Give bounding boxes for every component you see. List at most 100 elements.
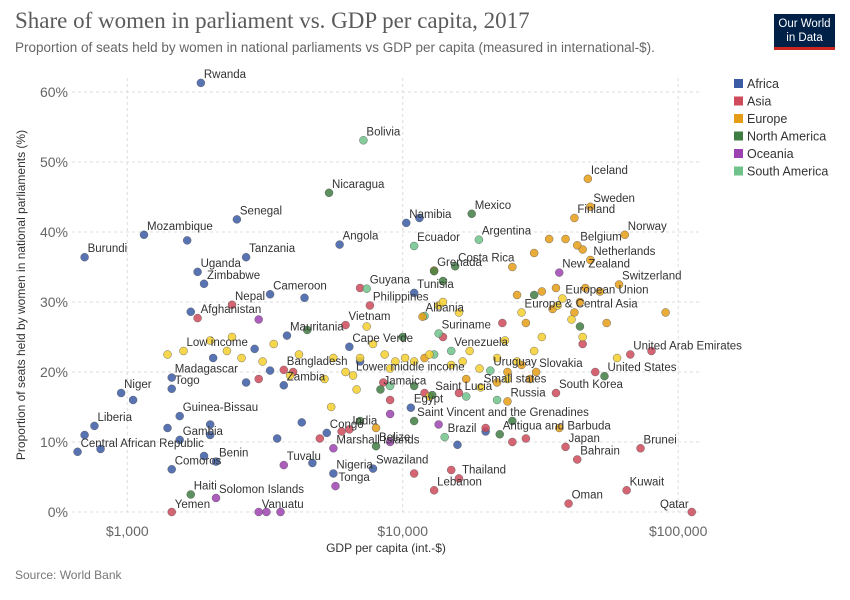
y-tick-label: 60% [40,84,68,100]
data-point [453,440,462,449]
data-point [481,423,490,433]
point-label: Thailand [462,464,506,476]
data-point-tonga [331,481,340,491]
point-label: Mexico [475,200,511,212]
data-point-tuvalu [279,460,288,470]
data-point-antigua-and-barbuda [495,430,504,439]
data-point-mexico [467,209,476,219]
data-point [602,318,611,328]
data-point [327,402,336,412]
data-point [551,283,561,293]
y-tick-label: 40% [40,224,68,240]
point-label: Guinea-Bissau [183,402,258,414]
point-label: Cameroon [273,280,327,292]
point-label: Qatar [660,499,689,511]
point-label: Madagascar [175,364,238,376]
point-label: Japan [569,433,600,445]
data-point [254,315,263,324]
chart-title: Share of women in parliament vs. GDP per… [15,8,530,33]
point-label: United Arab Emirates [633,341,742,353]
data-point-saint-vincent-and-the-grenadines [409,416,419,426]
data-point [500,336,510,345]
data-point [385,381,395,391]
data-point [237,353,246,363]
data-point [661,308,670,317]
point-label: Tanzania [249,243,296,255]
data-point [205,430,215,440]
data-point-madagascar [167,373,176,382]
data-point [454,308,464,317]
source-note[interactable]: Source: World Bank [15,568,122,582]
data-point [553,301,562,310]
data-point-senegal [232,215,242,224]
point-label: Solomon Islands [219,484,304,496]
point-label: Sweden [593,193,635,205]
data-point [415,213,424,223]
data-point-vietnam [341,320,350,330]
data-point-central-african-republic [73,447,82,456]
point-label: Angola [343,231,379,243]
data-point-costa-rica [450,262,460,271]
point-label: Vanuatu [262,499,304,511]
data-point-netherlands [586,255,595,265]
data-point [355,416,365,426]
point-label: Tuvalu [287,451,321,463]
data-point [492,353,502,363]
legend-swatch [734,79,743,88]
point-label: Finland [577,204,615,216]
data-point-zambia [279,381,288,390]
data-point-jamaica [376,385,385,394]
data-point [398,332,407,342]
data-point [272,434,282,443]
data-point [303,325,312,335]
data-point-burundi [80,253,89,262]
data-point [447,360,456,370]
owid-logo[interactable]: Our World in Data [774,14,835,50]
data-point [521,434,531,443]
data-point-oman [564,499,573,508]
point-label: Niger [124,379,152,391]
data-point [503,374,512,384]
data-point [371,423,381,433]
data-point [80,430,89,440]
point-label: Slovakia [539,358,583,370]
data-point [409,381,419,391]
data-point [297,418,306,427]
data-point [475,364,484,373]
data-point [465,346,474,356]
legend-swatch [734,166,743,176]
data-point-belgium [573,241,582,250]
point-label: Zimbabwe [207,270,260,282]
data-point [355,353,365,363]
point-label: Albania [426,303,465,315]
data-point-new-zealand [555,268,564,277]
point-label: Cape Verde [352,333,413,345]
data-point [182,236,192,245]
point-label: Togo [175,375,200,387]
data-point-india [345,425,354,434]
point-label: Burundi [88,243,128,255]
data-point [492,395,502,405]
point-label: European Union [565,285,648,297]
legend-label: Africa [747,77,779,91]
point-label: Kuwait [630,476,665,488]
data-point-russia [503,397,512,406]
data-point [368,339,378,349]
point-label: Russia [510,387,546,399]
data-point-marshall-islands [329,444,338,453]
data-point [555,423,564,433]
data-point-suriname [434,329,443,338]
point-label: Uganda [201,258,242,270]
y-axis-ticks: 0% 10% 20% 30% 40% 50% 60% [40,84,68,520]
data-point [537,332,547,342]
data-point-bangladesh [279,365,288,375]
data-point-congo [322,428,331,438]
data-point [647,346,656,356]
data-point [492,378,502,387]
data-point-guinea-bissau [175,411,184,421]
x-tick-label: $1,000 [106,523,149,539]
point-label: Low income [186,337,247,349]
data-point [447,465,456,475]
point-label: Vietnam [349,311,391,323]
point-label: Saint Vincent and the Grenadines [417,407,589,419]
